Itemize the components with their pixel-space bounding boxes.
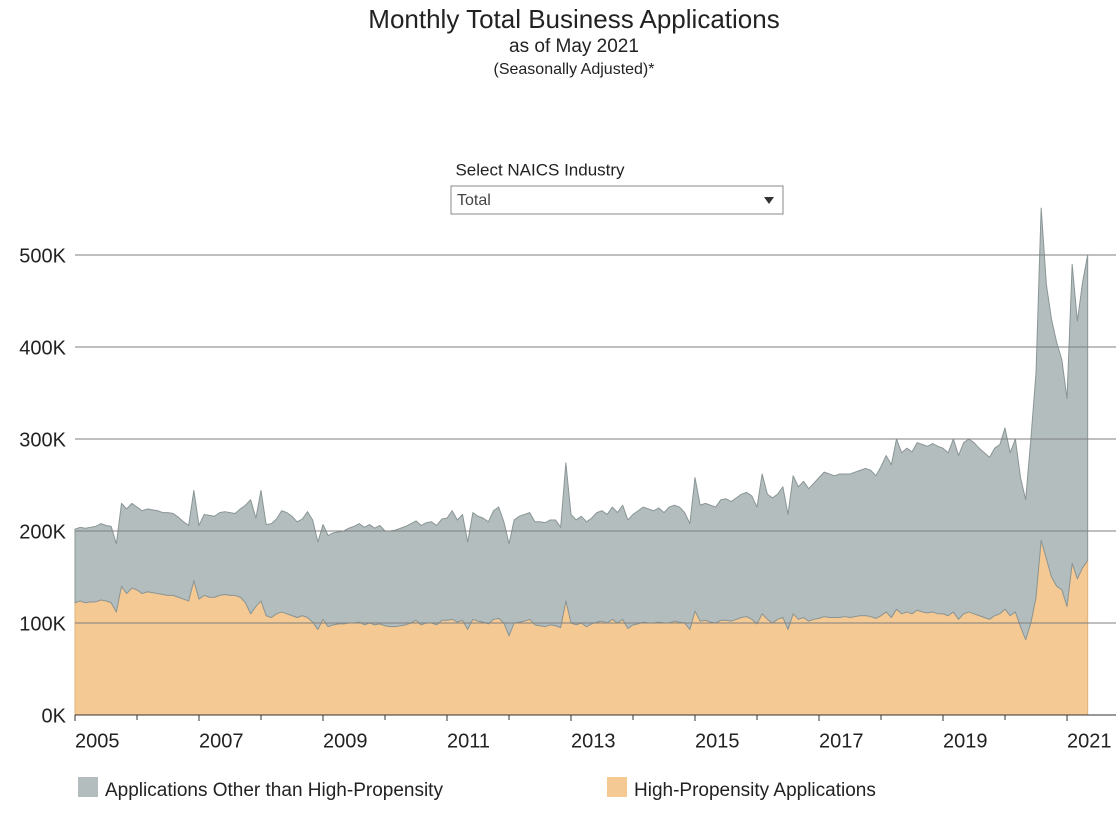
y-tick-label: 500K: [19, 245, 66, 267]
x-tick-label: 2005: [75, 730, 120, 752]
y-tick-label: 0K: [42, 705, 67, 727]
x-tick-label: 2009: [323, 730, 368, 752]
legend-label: Applications Other than High-Propensity: [105, 780, 443, 801]
x-tick-label: 2011: [447, 730, 490, 752]
y-tick-label: 200K: [19, 521, 66, 543]
chart-subtitle: as of May 2021: [509, 36, 639, 57]
chart-note: (Seasonally Adjusted)*: [494, 61, 655, 78]
x-tick-label: 2013: [571, 730, 616, 752]
x-tick-label: 2019: [943, 730, 988, 752]
legend-label: High-Propensity Applications: [634, 780, 876, 801]
y-tick-label: 400K: [19, 337, 66, 359]
y-tick-label: 100K: [19, 613, 66, 635]
legend-swatch: [607, 777, 627, 797]
plot-area: [74, 207, 1116, 716]
x-tick-label: 2007: [199, 730, 244, 752]
x-tick-label: 2017: [819, 730, 864, 752]
filter-dropdown[interactable]: Total: [450, 185, 784, 215]
dropdown-value[interactable]: Total: [457, 192, 491, 209]
legend: Applications Other than High-Propensity H…: [78, 777, 876, 801]
area: [74, 207, 1089, 641]
chart-title: Monthly Total Business Applications: [368, 4, 779, 34]
x-tick-label: 2015: [695, 730, 740, 752]
dropdown-box[interactable]: [450, 185, 784, 215]
y-tick-label: 300K: [19, 429, 66, 451]
x-tick-label: 2021: [1067, 730, 1112, 752]
dropdown-arrow[interactable]: [764, 197, 774, 204]
filter-label: Select NAICS Industry: [455, 160, 625, 179]
legend-swatch: [78, 777, 98, 797]
